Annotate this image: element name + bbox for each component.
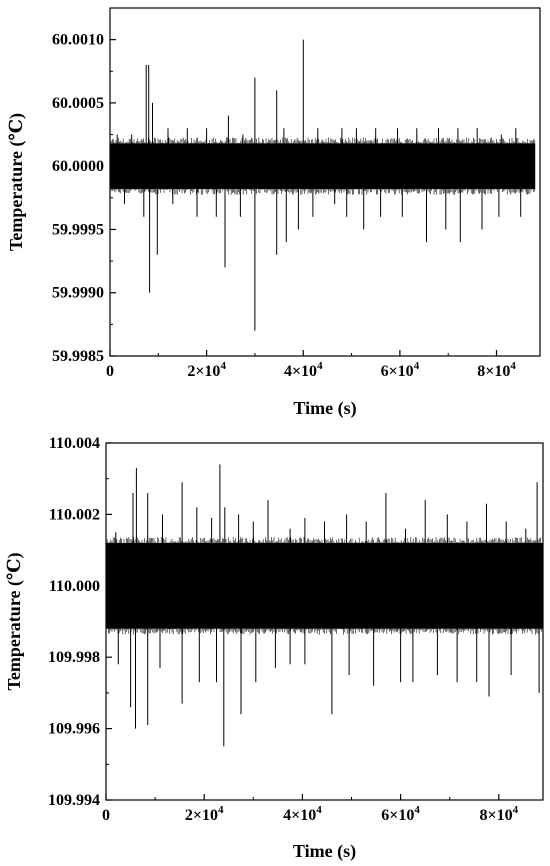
x-tick-label-4: 8×104 [477,360,516,380]
x-tick-label-0: 0 [102,807,110,824]
y-tick-label-0: 60.0010 [52,32,104,49]
y-axis-title: Temperature (℃) [4,552,25,690]
plot-frame [109,7,541,357]
noise-edges [109,137,536,195]
x-tick-label-1: 2×104 [187,360,226,380]
y-tick-label-5: 59.9985 [52,348,104,365]
x-tick-label-0: 0 [106,363,114,380]
x-axis-title: Time (s) [293,841,356,862]
y-tick-label-5: 109.994 [48,792,100,809]
y-axis-title: Temperature (℃) [6,113,27,251]
chart-bottom: 110.004 110.002 110.000 109.998 109.996 109.9… [4,435,544,862]
y-tick-label-3: 59.9995 [52,221,104,238]
x-tick-label-1: 2×104 [185,804,224,824]
x-tick-label-3: 6×104 [381,360,420,380]
x-tick-label-4: 8×104 [479,804,518,824]
x-tick-label-2: 4×104 [283,804,322,824]
y-tick-label-4: 109.996 [48,721,100,738]
chart-top: 60.0010 60.0005 60.0000 59.9995 59.9990 59.99… [6,7,541,419]
y-tick-label-0: 110.004 [49,435,100,452]
y-tick-label-2: 110.000 [49,578,100,595]
y-tick-label-1: 110.002 [49,506,100,523]
x-axis-title: Time (s) [293,398,356,419]
x-tick-label-2: 4×104 [284,360,323,380]
y-tick-label-4: 59.9990 [52,285,104,302]
series-0 [109,39,536,331]
y-tick-label-1: 60.0005 [52,95,104,112]
x-tick-label-3: 6×104 [381,804,420,824]
y-tick-label-2: 60.0000 [52,158,104,175]
y-tick-label-3: 109.998 [48,649,100,666]
series-0 [105,464,544,747]
